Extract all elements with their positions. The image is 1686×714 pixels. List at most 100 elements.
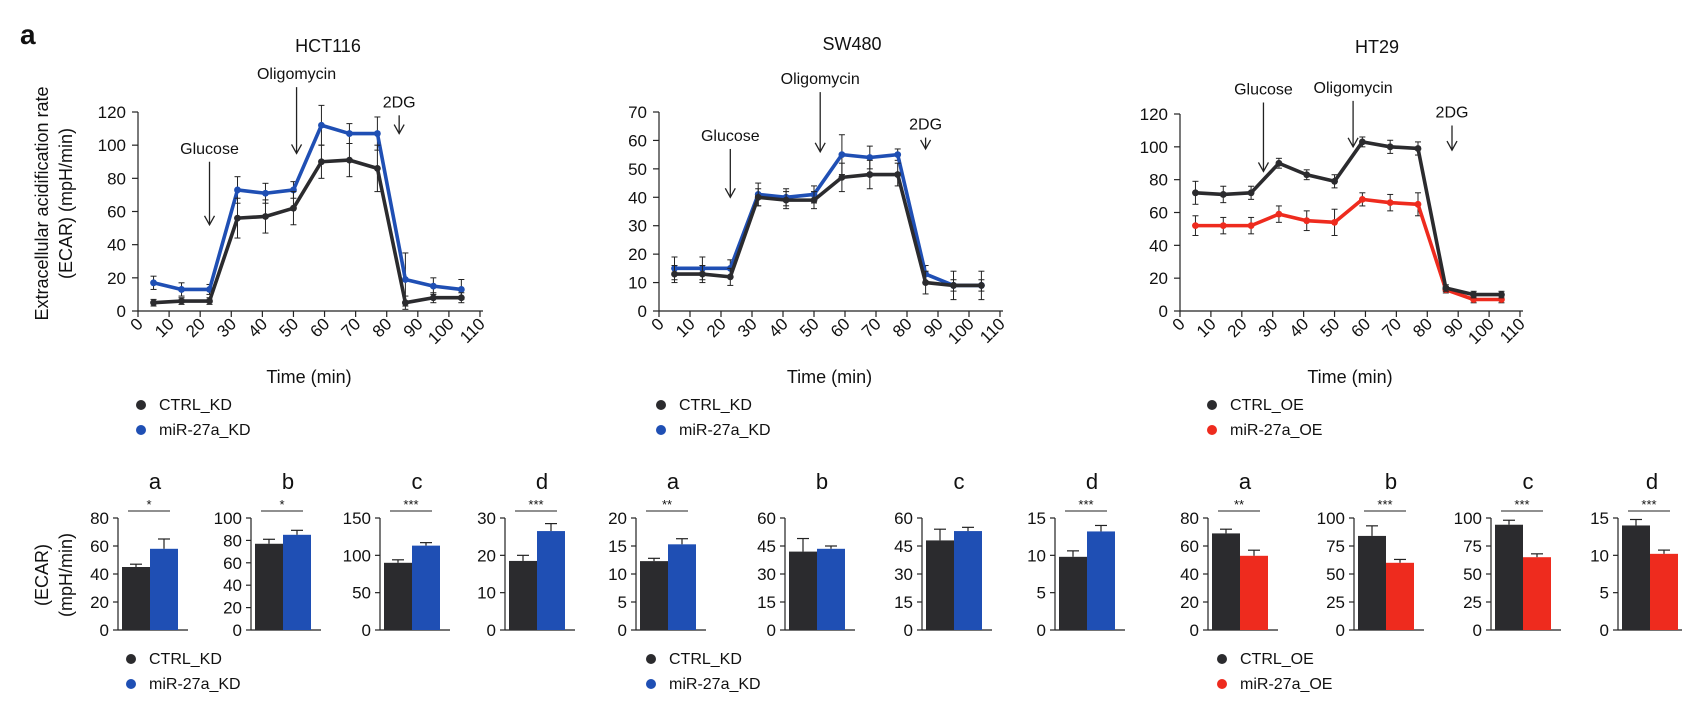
x-tick-label: 80 xyxy=(1409,314,1436,341)
x-tick-label: 30 xyxy=(1255,314,1282,341)
significance-label: * xyxy=(279,497,284,512)
legend-label: CTRL_KD xyxy=(149,651,222,668)
legend-marker xyxy=(126,654,136,664)
annotation-label: Glucose xyxy=(1234,82,1293,99)
y-tick-label: 20 xyxy=(90,593,109,612)
annotation-arrow-head xyxy=(203,215,216,227)
legend-label: miR-27a_KD xyxy=(679,422,771,439)
bar-panel-label: d xyxy=(536,469,548,494)
x-tick-label: 0 xyxy=(1169,314,1189,334)
y-tick-label: 10 xyxy=(628,274,647,293)
data-point xyxy=(1386,143,1394,151)
data-point xyxy=(318,158,325,166)
data-point xyxy=(1442,284,1450,292)
y-tick-label: 20 xyxy=(223,599,242,618)
y-tick-label: 60 xyxy=(757,509,776,528)
y-tick-label: 15 xyxy=(757,593,776,612)
legend-label: CTRL_KD xyxy=(669,651,742,668)
annotation-label: 2DG xyxy=(1436,104,1469,121)
bar-panel-label: c xyxy=(954,469,965,494)
series-CTRL_OE xyxy=(1192,136,1505,299)
y-tick-label: 60 xyxy=(1149,204,1168,223)
data-point xyxy=(457,286,465,293)
x-tick-label: 60 xyxy=(1347,314,1374,341)
bar-miR-27a_KD xyxy=(537,531,565,630)
significance-label: *** xyxy=(1641,497,1656,512)
y-tick-label: 20 xyxy=(1149,269,1168,288)
y-tick-label: 0 xyxy=(100,621,109,640)
data-point xyxy=(782,196,790,204)
data-point xyxy=(374,164,381,172)
y-tick-label: 10 xyxy=(608,565,627,584)
legend-marker xyxy=(136,400,146,410)
legend-label: miR-27a_OE xyxy=(1240,676,1332,693)
bar-miR-27a_KD xyxy=(283,534,311,630)
data-point xyxy=(922,279,929,286)
data-point xyxy=(401,276,409,283)
x-axis-label: Time (min) xyxy=(1307,367,1392,387)
x-tick-label: 50 xyxy=(796,314,823,341)
data-point xyxy=(1219,222,1227,230)
bar-miR-27a_KD xyxy=(150,548,178,630)
legend-marker xyxy=(646,679,656,689)
annotation-label: 2DG xyxy=(909,117,942,134)
panel-letter: a xyxy=(20,19,36,50)
data-point xyxy=(178,297,185,305)
y-tick-label: 60 xyxy=(894,509,913,528)
y-tick-label: 0 xyxy=(638,302,647,321)
bar-panel-b: b 0 20 40 60 80 100 * xyxy=(214,469,321,640)
legend-label: CTRL_KD xyxy=(159,397,232,414)
bar-panel-d: d 0 5 10 15 *** xyxy=(1590,469,1682,640)
bar-miR-27a_KD xyxy=(954,531,982,630)
bar-CTRL_OE xyxy=(1622,525,1650,630)
bar-CTRL_KD xyxy=(509,560,537,630)
data-point xyxy=(726,273,734,281)
bar-panel-label: c xyxy=(1523,469,1534,494)
data-point xyxy=(262,213,269,220)
legend-label: CTRL_KD xyxy=(679,397,752,414)
data-point xyxy=(1331,218,1338,226)
y-tick-label: 0 xyxy=(362,621,371,640)
y-tick-label: 100 xyxy=(343,546,371,565)
y-tick-label: 0 xyxy=(233,621,242,640)
data-point xyxy=(671,270,678,278)
y-tick-label: 60 xyxy=(1180,537,1199,556)
y-tick-label: 0 xyxy=(904,621,913,640)
y-tick-label: 0 xyxy=(1600,621,1609,640)
y-tick-label: 75 xyxy=(1326,537,1345,556)
x-tick-label: 90 xyxy=(920,314,947,341)
bar-panel-a: a 0 20 40 60 80 ** xyxy=(1180,469,1278,640)
x-tick-label: 100 xyxy=(1464,314,1497,347)
data-point xyxy=(978,282,985,289)
data-point xyxy=(1275,159,1283,167)
bar-panel-label: b xyxy=(282,469,294,494)
y-tick-label: 75 xyxy=(1463,537,1482,556)
x-tick-label: 100 xyxy=(424,314,457,347)
significance-label: ** xyxy=(1234,497,1244,512)
x-tick-label: 20 xyxy=(703,314,730,341)
sw480-bars: a 0 5 10 15 20 ** b 0 15 30 45 60 c 0 15 30 45 60 d 0 5 10 15 **… xyxy=(608,469,1125,693)
data-point xyxy=(1470,291,1478,298)
x-tick-label: 10 xyxy=(1193,314,1220,341)
data-point xyxy=(1331,177,1338,185)
y-tick-label: 10 xyxy=(1027,546,1046,565)
legend-label: CTRL_OE xyxy=(1230,397,1304,414)
series-miR-27a_OE xyxy=(1192,192,1505,304)
significance-label: *** xyxy=(403,497,418,512)
y-tick-label: 45 xyxy=(757,537,776,556)
x-tick-label: 60 xyxy=(307,314,334,341)
data-point xyxy=(699,270,706,278)
annotation-label: 2DG xyxy=(383,94,416,111)
y-tick-label: 5 xyxy=(1600,584,1609,603)
y-tick-label: 20 xyxy=(628,245,647,264)
bar-miR-27a_OE xyxy=(1386,562,1414,630)
bar-miR-27a_OE xyxy=(1650,553,1678,630)
y-tick-label: 15 xyxy=(1027,509,1046,528)
legend-marker xyxy=(1217,654,1227,664)
legend-label: CTRL_OE xyxy=(1240,651,1314,668)
annotation-arrow-head xyxy=(724,187,736,199)
x-tick-label: 80 xyxy=(889,314,916,341)
x-tick-label: 10 xyxy=(151,314,178,341)
y-tick-label: 15 xyxy=(1590,509,1609,528)
legend-label: miR-27a_KD xyxy=(149,676,241,693)
